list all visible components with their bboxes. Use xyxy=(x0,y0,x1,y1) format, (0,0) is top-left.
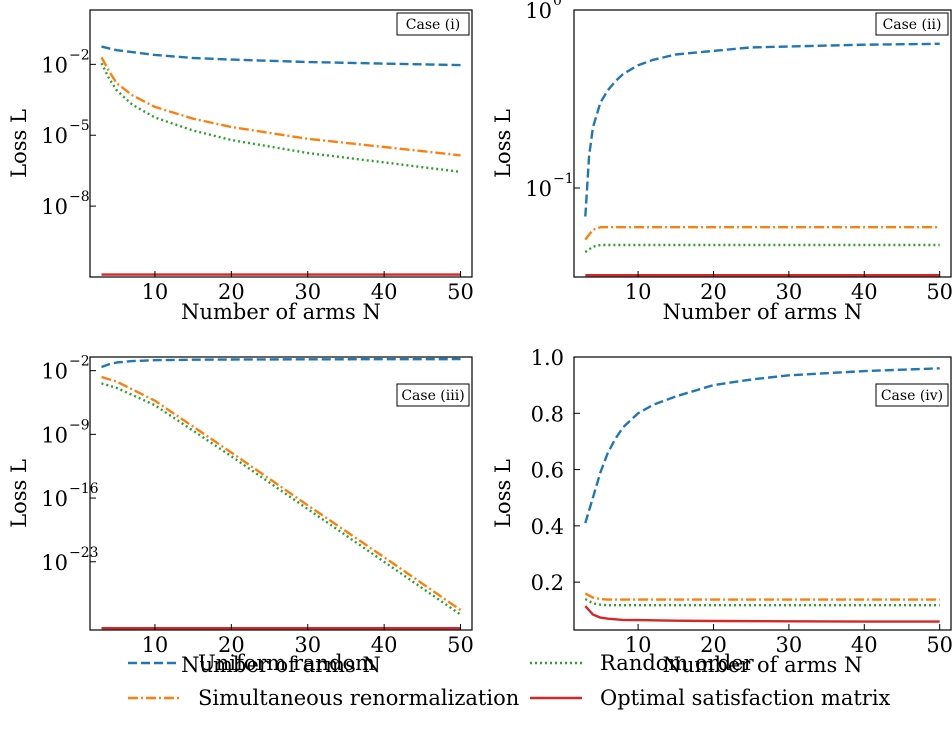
panel-4: 10 20 30 40 50 0.2 0.4 0.6 0.8 1.0 Number of arms … xyxy=(491,346,952,677)
x-axis-label: Number of arms N xyxy=(181,653,381,677)
x-tick-label: 50 xyxy=(926,280,952,304)
case-label: Case (i) xyxy=(406,17,460,33)
y-tick-label: 0.6 xyxy=(531,459,564,483)
x-tick-label: 30 xyxy=(776,280,803,304)
series-line-uniform xyxy=(584,367,940,524)
series-line-random xyxy=(100,62,461,174)
y-tick-exponent: −16 xyxy=(69,481,99,497)
x-tick-label: 50 xyxy=(447,280,474,304)
plot-frame xyxy=(573,9,952,278)
x-tick-label: 40 xyxy=(371,633,398,657)
x-tick-label: 20 xyxy=(218,633,245,657)
case-label-box xyxy=(396,12,470,36)
series-line-simul xyxy=(584,225,940,241)
x-tick-label: 20 xyxy=(218,280,245,304)
y-tick-exponent: 0 xyxy=(553,0,562,9)
y-tick-exponent: −9 xyxy=(69,417,90,433)
y-tick-exponent: −5 xyxy=(69,118,90,134)
y-tick-label: 10 xyxy=(41,53,68,77)
series-line-optimal xyxy=(584,605,940,623)
series-line-uniform xyxy=(101,45,461,67)
series-group xyxy=(584,367,940,623)
x-tick-label: 20 xyxy=(700,633,727,657)
x-axis-label: Number of arms N xyxy=(663,300,863,324)
series-group xyxy=(584,42,940,277)
series-line-random xyxy=(101,382,462,616)
y-tick-label: 10 xyxy=(41,551,68,575)
y-axis-label: Loss L xyxy=(491,459,515,528)
plot-frame xyxy=(573,356,952,631)
x-tick-label: 30 xyxy=(776,633,803,657)
y-tick-label: 0.8 xyxy=(531,402,564,426)
series-line-simul xyxy=(584,592,940,601)
y-tick-label: 0.2 xyxy=(531,571,564,595)
y-tick-label: 10 xyxy=(525,177,552,201)
x-tick-label: 10 xyxy=(142,280,169,304)
y-tick-label: 10 xyxy=(41,487,68,511)
x-tick-label: 40 xyxy=(851,280,878,304)
x-tick-label: 10 xyxy=(142,633,169,657)
y-tick-label: 10 xyxy=(41,124,68,148)
series-line-random xyxy=(584,597,940,607)
series-line-random xyxy=(584,243,940,254)
x-tick-label: 50 xyxy=(926,633,952,657)
case-label-box xyxy=(875,383,949,407)
y-tick-exponent: −8 xyxy=(69,189,90,205)
plot-frame xyxy=(89,356,473,631)
case-label: Case (iii) xyxy=(401,388,464,404)
case-label: Case (ii) xyxy=(883,17,942,33)
x-tick-label: 40 xyxy=(851,633,878,657)
series-line-simul xyxy=(101,375,462,611)
y-tick-label: 10 xyxy=(41,423,68,447)
y-axis-label: Loss L xyxy=(491,109,515,178)
y-tick-label: 1.0 xyxy=(531,346,564,370)
x-tick-label: 30 xyxy=(294,280,321,304)
y-tick-exponent: −2 xyxy=(69,354,90,370)
legend-label-uniform: Uniform random xyxy=(198,651,375,675)
case-label-box xyxy=(875,12,949,36)
y-axis-label: Loss L xyxy=(7,459,31,528)
y-tick-label: 10 xyxy=(525,0,552,23)
legend: Uniform random Random order Simultaneous r… xyxy=(128,651,891,710)
series-line-uniform xyxy=(584,42,940,217)
series-line-uniform xyxy=(101,357,461,369)
series-group xyxy=(101,357,462,630)
series-line-simul xyxy=(100,56,461,157)
y-tick-label: 10 xyxy=(41,195,68,219)
case-label-box xyxy=(396,383,470,407)
x-tick-label: 40 xyxy=(371,280,398,304)
x-axis-label: Number of arms N xyxy=(663,653,863,677)
y-tick-exponent: −2 xyxy=(69,47,90,63)
y-tick-label: 0.4 xyxy=(531,515,564,539)
x-axis-label: Number of arms N xyxy=(181,300,381,324)
y-axis-label: Loss L xyxy=(7,109,31,178)
legend-label-simul: Simultaneous renormalization xyxy=(198,686,519,710)
y-tick-exponent: −23 xyxy=(69,545,99,561)
x-tick-label: 30 xyxy=(294,633,321,657)
y-tick-label: 10 xyxy=(41,360,68,384)
series-group xyxy=(100,45,461,276)
x-tick-label: 20 xyxy=(700,280,727,304)
legend-label-optimal: Optimal satisfaction matrix xyxy=(600,686,891,710)
x-tick-label: 50 xyxy=(447,633,474,657)
plot-frame xyxy=(89,9,473,278)
y-tick-exponent: −1 xyxy=(553,171,574,187)
legend-label-random: Random order xyxy=(600,651,755,675)
x-tick-label: 10 xyxy=(625,633,652,657)
case-label: Case (iv) xyxy=(881,388,943,404)
x-tick-label: 10 xyxy=(625,280,652,304)
